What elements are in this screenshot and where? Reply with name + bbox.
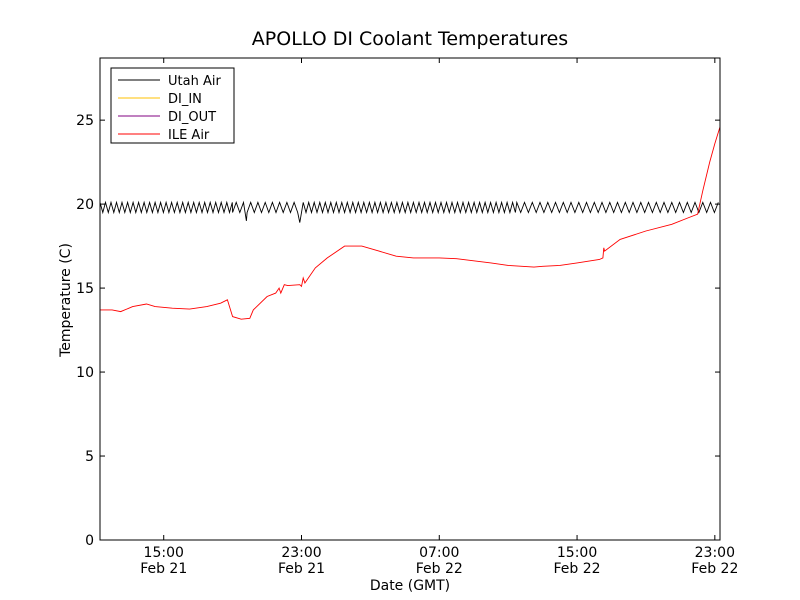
legend: Utah Air DI_IN DI_OUT ILE Air — [110, 67, 235, 144]
x-tick-label-time: 15:00 — [557, 545, 597, 561]
y-tick-label: 20 — [76, 197, 94, 213]
y-axis-label: Temperature (C) — [58, 243, 74, 358]
x-tick-label-date: Feb 22 — [554, 561, 601, 577]
legend-label: Utah Air — [168, 74, 221, 89]
y-tick-label: 5 — [85, 449, 94, 465]
y-tick-label: 0 — [85, 533, 94, 549]
x-tick-label-time: 23:00 — [695, 545, 735, 561]
x-tick-label-date: Feb 22 — [416, 561, 463, 577]
x-tick-label-time: 15:00 — [144, 545, 184, 561]
series-group — [100, 126, 720, 320]
x-tick-label-date: Feb 21 — [278, 561, 325, 577]
legend-label: DI_OUT — [168, 110, 216, 125]
y-tick-label: 15 — [76, 281, 94, 297]
x-tick-label-date: Feb 22 — [691, 561, 738, 577]
series-line-utah-air — [100, 200, 719, 223]
plot-frame — [99, 57, 721, 541]
y-tick-label: 10 — [76, 365, 94, 381]
chart-title: APOLLO DI Coolant Temperatures — [252, 28, 568, 50]
legend-label: DI_IN — [168, 92, 202, 107]
series-line-ile-air — [100, 126, 720, 320]
x-tick-label-date: Feb 21 — [140, 561, 187, 577]
y-tick-label: 25 — [76, 113, 94, 129]
x-axis-label: Date (GMT) — [370, 578, 450, 594]
x-tick-label-time: 07:00 — [419, 545, 459, 561]
x-tick-label-time: 23:00 — [281, 545, 321, 561]
legend-label: ILE Air — [168, 128, 210, 143]
